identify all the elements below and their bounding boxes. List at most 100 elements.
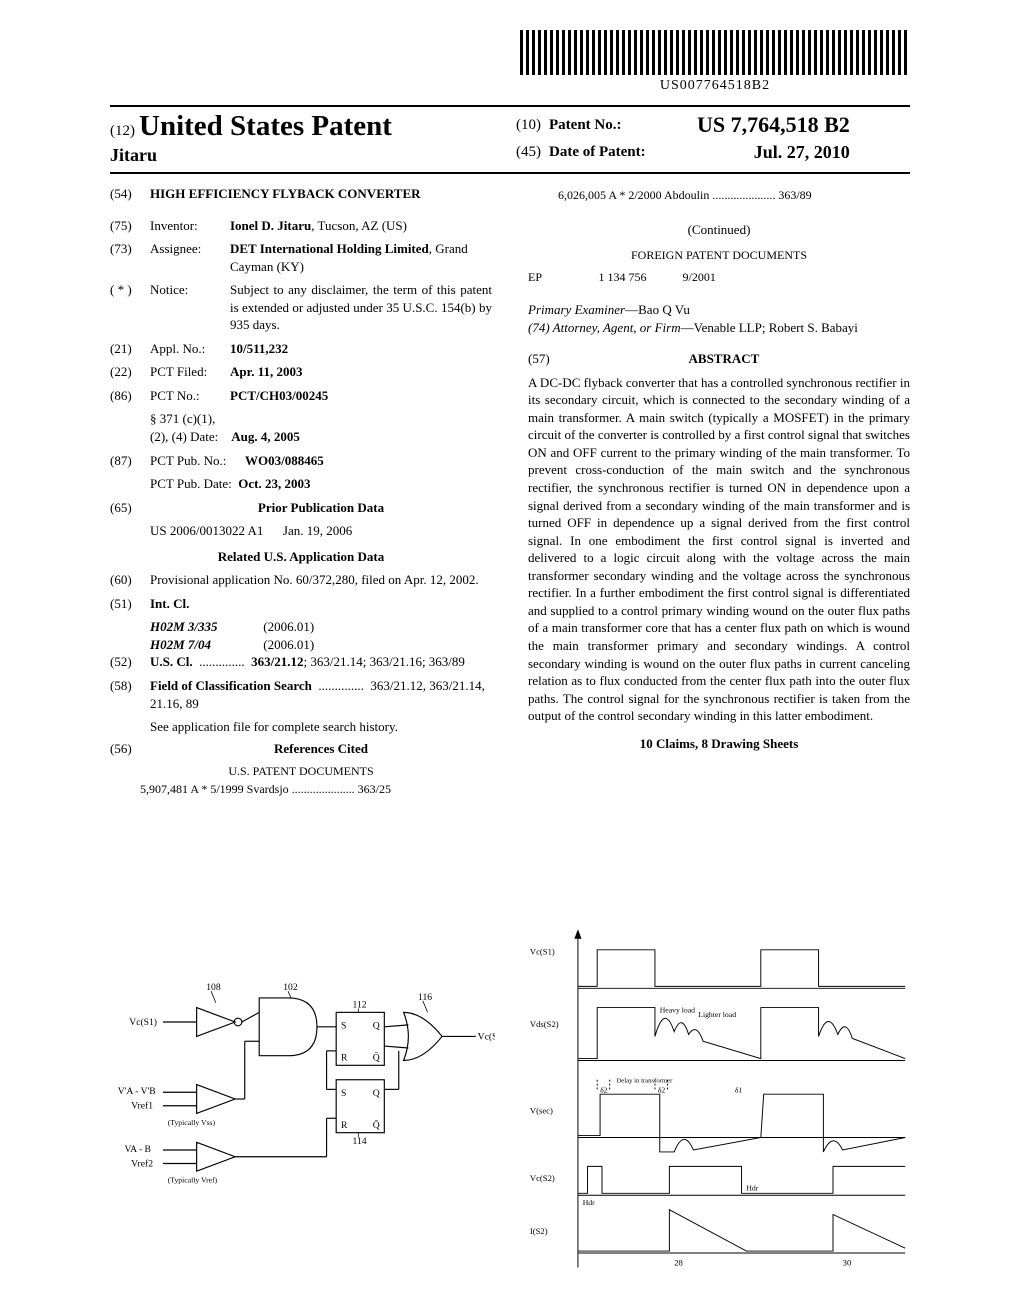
f22-value: Apr. 11, 2003 <box>230 363 492 381</box>
lbl-typvss: (Typically Vss) <box>168 1118 216 1127</box>
lbl-Qb1: Q̄ <box>373 1052 380 1064</box>
lbl-116: 116 <box>418 992 432 1003</box>
lbl-vref1: Vref1 <box>131 1101 153 1112</box>
f51-r1-yr: (2006.01) <box>263 619 314 634</box>
date-value: Jul. 27, 2010 <box>697 142 856 165</box>
t-vsec: V(sec) <box>530 1105 553 1115</box>
lbl-vab: VA - B <box>124 1144 151 1155</box>
f65-row: US 2006/0013022 A1 Jan. 19, 2006 <box>150 522 492 540</box>
header-left: (12) United States Patent Jitaru <box>110 110 510 166</box>
f75-rest: , Tucson, AZ (US) <box>311 218 407 233</box>
f52-vrest: ; 363/21.14; 363/21.16; 363/89 <box>304 654 465 669</box>
t-28: 28 <box>674 1258 683 1268</box>
f87-sub-label: PCT Pub. Date: <box>150 476 232 491</box>
lbl-Q2: Q <box>373 1088 380 1099</box>
f56-sub: U.S. PATENT DOCUMENTS <box>110 763 492 779</box>
lbl-typvref: (Typically Vref) <box>168 1176 218 1185</box>
lbl-vcs2: Vc(S2) <box>478 1031 495 1042</box>
lbl-Q1: Q <box>373 1021 380 1032</box>
date-code: (45) <box>516 142 547 165</box>
notice-code: ( * ) <box>110 281 150 334</box>
pub-type: United States Patent <box>139 110 392 142</box>
lbl-102: 102 <box>283 982 298 993</box>
f73-value: DET International Holding Limited, Grand… <box>230 240 492 275</box>
t-heavy: Heavy load <box>660 1005 695 1014</box>
barcode-text: US007764518B2 <box>520 78 910 94</box>
right-column: 6,026,005 A * 2/2000 Abdoulin ..........… <box>510 185 910 800</box>
lbl-S1: S <box>341 1021 346 1032</box>
notice-label: Notice: <box>150 281 230 334</box>
f51-code: (51) <box>110 595 150 613</box>
f60-code: (60) <box>110 571 150 589</box>
f54-title: HIGH EFFICIENCY FLYBACK CONVERTER <box>150 185 421 203</box>
f86-sub2-value: Aug. 4, 2005 <box>231 429 300 444</box>
f65-pub: US 2006/0013022 A1 <box>150 523 263 538</box>
f73-label: Assignee: <box>150 240 230 275</box>
lbl-114: 114 <box>353 1136 367 1147</box>
f51-row2: H02M 7/04 (2006.01) <box>150 636 492 654</box>
patent-page: US007764518B2 (12) United States Patent … <box>0 0 1020 1314</box>
f75-label: Inventor: <box>150 217 230 235</box>
f86-sub2-label: (2), (4) Date: <box>150 429 218 444</box>
ref-row-2: 6,026,005 A * 2/2000 Abdoulin ..........… <box>558 187 910 203</box>
t-vcs2: Vc(S2) <box>530 1173 555 1183</box>
lbl-108: 108 <box>206 982 221 993</box>
f52-label: U.S. Cl. <box>150 654 193 669</box>
foreign-title: FOREIGN PATENT DOCUMENTS <box>528 247 910 263</box>
lbl-112: 112 <box>353 1000 367 1011</box>
f87-code: (87) <box>110 452 150 470</box>
f22-label: PCT Filed: <box>150 363 230 381</box>
f73-bold: DET International Holding Limited <box>230 241 429 256</box>
notice-value: Subject to any disclaimer, the term of t… <box>230 281 492 334</box>
f52-vbold: 363/21.12 <box>251 654 303 669</box>
f51-r1-cls: H02M 3/335 <box>150 618 260 636</box>
t-d1: δ1 <box>735 1085 743 1094</box>
t-is2: I(S2) <box>530 1226 548 1236</box>
barcode <box>520 30 910 75</box>
f60-value: Provisional application No. 60/372,280, … <box>150 571 492 589</box>
date-label: Date of Patent: <box>549 142 695 165</box>
f54-code: (54) <box>110 185 150 203</box>
f87-value: WO03/088465 <box>245 452 492 470</box>
header-inventor: Jitaru <box>110 145 510 166</box>
f86-code: (86) <box>110 387 150 405</box>
t-d2a: δ2 <box>600 1085 608 1094</box>
ref-row-1: 5,907,481 A * 5/1999 Svardsjo ..........… <box>140 781 492 797</box>
lbl-S2: S <box>341 1088 346 1099</box>
t-vcs1: Vc(S1) <box>530 947 555 957</box>
figure-2: Vc(S1) Vds(S2) V(sec) Vc(S2) I(S2) Heavy… <box>525 914 910 1284</box>
f58-code: (58) <box>110 677 150 712</box>
f51-row1: H02M 3/335 (2006.01) <box>150 618 492 636</box>
f56-title: References Cited <box>150 740 492 758</box>
lbl-R2: R <box>341 1120 348 1131</box>
t-d2b: δ2 <box>658 1085 666 1094</box>
f52-code: (52) <box>110 653 150 671</box>
header: (12) United States Patent Jitaru (10) Pa… <box>110 110 910 167</box>
f86-sub2: (2), (4) Date: Aug. 4, 2005 <box>150 428 492 446</box>
f65-title: Prior Publication Data <box>150 499 492 517</box>
f87-label: PCT Pub. No.: <box>150 452 245 470</box>
abstract-title: ABSTRACT <box>553 350 895 368</box>
t-delay: Delay in transformer <box>616 1078 673 1085</box>
rule-top <box>110 105 910 107</box>
f22-code: (22) <box>110 363 150 381</box>
foreign-row: EP 1 134 756 9/2001 <box>528 269 910 285</box>
f58-label: Field of Classification Search <box>150 678 312 693</box>
f87-sub-value: Oct. 23, 2003 <box>238 476 310 491</box>
f56-code: (56) <box>110 740 150 758</box>
f58-note: See application file for complete search… <box>150 718 492 736</box>
examiner-label: Primary Examiner <box>528 302 625 317</box>
t-30: 30 <box>843 1258 852 1268</box>
attorney-line: (74) Attorney, Agent, or Firm—Venable LL… <box>528 319 910 337</box>
f65-date: Jan. 19, 2006 <box>283 523 352 538</box>
lbl-vavb: V'A - V'B <box>118 1086 156 1097</box>
f21-code: (21) <box>110 340 150 358</box>
left-column: (54) HIGH EFFICIENCY FLYBACK CONVERTER (… <box>110 185 510 800</box>
f21-value: 10/511,232 <box>230 340 492 358</box>
f73-code: (73) <box>110 240 150 275</box>
claims-line: 10 Claims, 8 Drawing Sheets <box>528 735 910 753</box>
f75-code: (75) <box>110 217 150 235</box>
f86-sub1: § 371 (c)(1), <box>150 410 492 428</box>
examiner-value: —Bao Q Vu <box>625 302 690 317</box>
abstract-header: (57) ABSTRACT <box>528 350 910 368</box>
